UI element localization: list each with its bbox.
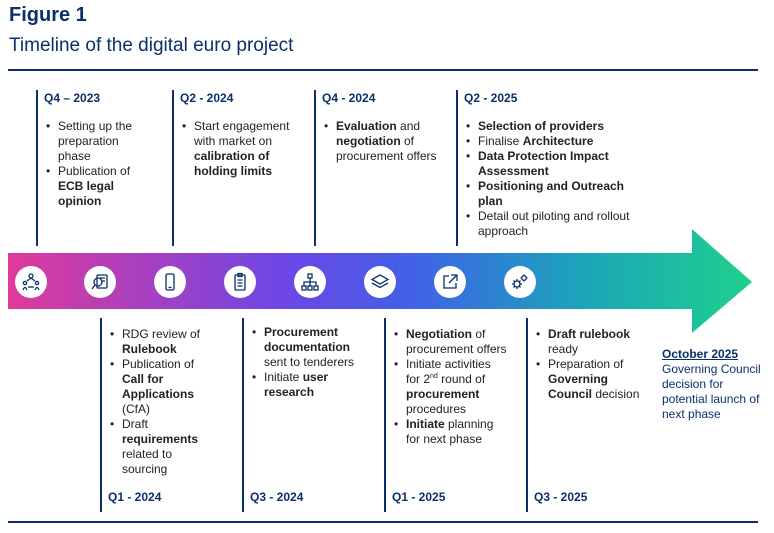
bullet-item: Draft rulebook ready (534, 327, 646, 357)
icon-slot-7 (434, 266, 466, 298)
bottom-milestone-4-quarter: Q3 - 2025 (534, 490, 588, 504)
icon-slot-3 (154, 266, 186, 298)
top-milestone-4-bullets: Selection of providersFinalise Architect… (464, 119, 636, 239)
figure-title: Timeline of the digital euro project (9, 35, 294, 56)
layers-icon (370, 274, 390, 289)
top-milestone-2-bullets: Start engagement with market on calibrat… (180, 119, 292, 179)
bottom-milestone-2-quarter: Q3 - 2024 (250, 490, 304, 504)
bullet-item: Finalise Architecture (464, 134, 636, 149)
bullet-item: Evaluation and negotiation of procuremen… (322, 119, 438, 164)
bottom-milestone-1-line (100, 318, 102, 512)
bottom-milestone-4-bullets: Draft rulebook readyPreparation of Gover… (534, 327, 646, 402)
clipboard-icon (234, 272, 246, 291)
bottom-milestone-1-bullets: RDG review of RulebookPublication of Cal… (108, 327, 216, 477)
top-milestone-4-quarter: Q2 - 2025 (464, 91, 518, 105)
figure-label: Figure 1 (9, 4, 87, 26)
bullet-item: Start engagement with market on calibrat… (180, 119, 292, 179)
bottom-milestone-3-bullets: Negotiation of procurement offersInitiat… (392, 327, 508, 447)
bullet-item: Data Protection Impact Assessment (464, 149, 636, 179)
bullet-item: Draft requirements related to sourcing (108, 417, 216, 477)
bottom-milestone-4-line (526, 318, 528, 512)
bottom-milestone-1-quarter: Q1 - 2024 (108, 490, 162, 504)
bullet-item: Publication of Call for Applications (Cf… (108, 357, 216, 417)
final-date: October 2025 (662, 347, 739, 361)
top-rule (8, 69, 758, 71)
top-milestone-3-quarter: Q4 - 2024 (322, 91, 376, 105)
top-milestone-2-line (172, 90, 174, 246)
bullet-item: Negotiation of procurement offers (392, 327, 508, 357)
external-link-icon (443, 274, 458, 289)
top-milestone-4-line (456, 90, 458, 246)
top-milestone-2-quarter: Q2 - 2024 (180, 91, 234, 105)
bottom-milestone-3-quarter: Q1 - 2025 (392, 490, 446, 504)
org-chart-icon (301, 273, 319, 291)
top-milestone-1-quarter: Q4 – 2023 (44, 91, 101, 105)
bullet-item: Initiate user research (250, 370, 370, 400)
gears-icon (512, 274, 528, 289)
bullet-item: Initiate activities for 2nd round of pro… (392, 357, 508, 417)
final-milestone: October 2025 Governing Council decision … (662, 347, 762, 422)
bullet-item: Initiate planning for next phase (392, 417, 508, 447)
bullet-item: Procurement documentation sent to tender… (250, 325, 370, 370)
bullet-item: Positioning and Outreach plan (464, 179, 636, 209)
bottom-milestone-2-bullets: Procurement documentation sent to tender… (250, 325, 370, 400)
bullet-item: Preparation of Governing Council decisio… (534, 357, 646, 402)
icon-slot-5 (294, 266, 326, 298)
bullet-item: Detail out piloting and rollout approach (464, 209, 636, 239)
bullet-item: Selection of providers (464, 119, 636, 134)
bottom-rule (8, 521, 758, 523)
icon-slot-1 (15, 266, 47, 298)
top-milestone-1-bullets: Setting up the preparation phasePublicat… (44, 119, 154, 209)
icon-slot-6 (364, 266, 396, 298)
bottom-milestone-2-line (242, 318, 244, 512)
magnifier-document-icon (91, 274, 108, 290)
smartphone-icon (165, 273, 175, 291)
bullet-item: Setting up the preparation phase (44, 119, 154, 164)
icon-slot-4 (224, 266, 256, 298)
bullet-item: Publication of ECB legal opinion (44, 164, 154, 209)
icon-slot-2 (84, 266, 116, 298)
top-milestone-3-line (314, 90, 316, 246)
people-icon (22, 273, 40, 291)
top-milestone-3-bullets: Evaluation and negotiation of procuremen… (322, 119, 438, 164)
top-milestone-1-line (36, 90, 38, 246)
bullet-item: RDG review of Rulebook (108, 327, 216, 357)
final-text: Governing Council decision for potential… (662, 362, 761, 421)
bottom-milestone-3-line (384, 318, 386, 512)
icon-slot-8 (504, 266, 536, 298)
